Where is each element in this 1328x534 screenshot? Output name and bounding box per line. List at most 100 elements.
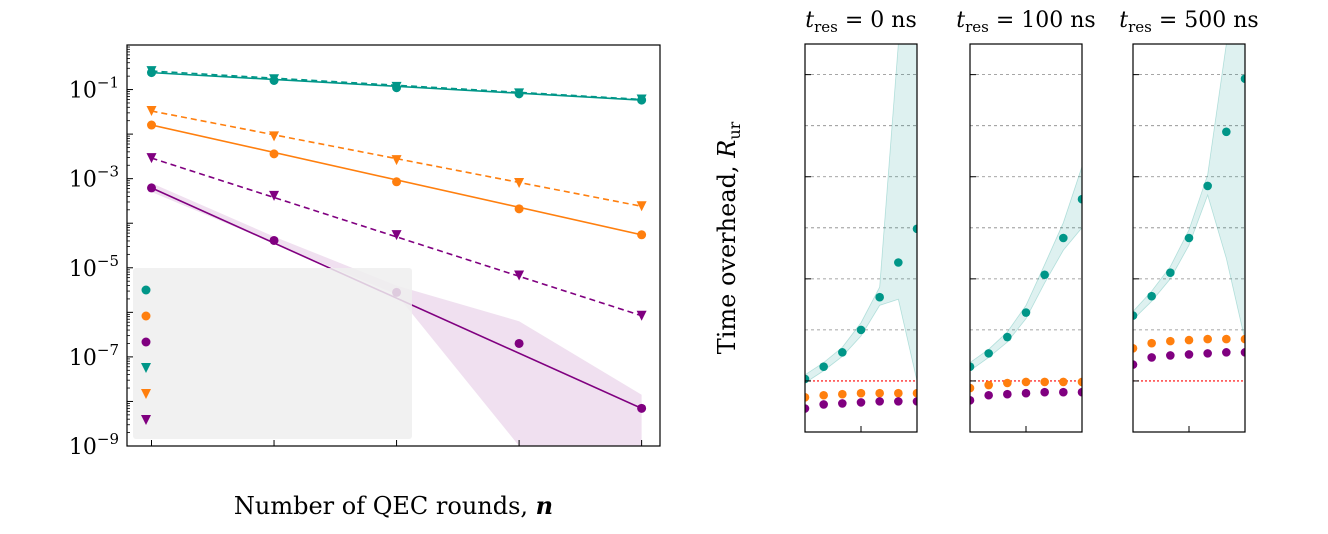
data-point [1240, 334, 1245, 344]
data-point [1222, 334, 1231, 344]
tick-base: 10 [69, 346, 97, 371]
uncertainty-band [1133, 44, 1245, 341]
data-point [805, 404, 810, 413]
data-point [1021, 388, 1031, 398]
data-point [636, 201, 647, 212]
data-point [805, 392, 810, 402]
data-point [1147, 338, 1156, 348]
data-point [970, 362, 975, 371]
fit-line-5 [151, 157, 642, 317]
data-point [894, 388, 903, 398]
legend-marker [141, 415, 151, 425]
data-point [819, 400, 828, 409]
data-point [147, 183, 157, 193]
data-point [875, 397, 884, 406]
data-point [147, 120, 157, 130]
data-point [984, 390, 993, 400]
y-tick-label: 10−5 [69, 252, 119, 282]
y-tick-label: 10−7 [69, 341, 119, 371]
data-point [1222, 348, 1231, 357]
data-point [838, 399, 847, 408]
data-point [1059, 387, 1068, 397]
data-point [1184, 350, 1194, 359]
y-axis-label-sub: ur [725, 121, 744, 139]
data-point [514, 338, 524, 348]
data-point [1003, 332, 1012, 342]
data-point [1166, 336, 1175, 346]
subplot-title: tres = 500 ns [1119, 8, 1258, 36]
subplot-2: tres = 500 ns [1119, 8, 1259, 433]
data-point [1059, 377, 1068, 387]
data-point [1203, 334, 1212, 344]
data-point [269, 131, 280, 142]
data-point [1040, 387, 1049, 397]
tick-exponent: −7 [97, 341, 119, 359]
data-point [1077, 194, 1082, 204]
tick-exponent: −1 [97, 74, 119, 92]
data-point [838, 389, 847, 399]
data-point [856, 398, 866, 407]
y-axis-label: Time overhead, Rur [713, 121, 744, 354]
data-point [912, 397, 917, 406]
data-point [912, 224, 917, 234]
data-point [269, 190, 280, 201]
y-axis-label-var: R [713, 140, 741, 159]
y-tick-label: 10−1 [69, 74, 119, 104]
data-point [637, 230, 647, 240]
data-point [514, 177, 525, 188]
data-point [856, 388, 866, 398]
data-point [1133, 360, 1138, 369]
tick-exponent: −3 [97, 163, 119, 181]
legend-marker [141, 389, 151, 399]
tick-exponent: −9 [97, 430, 119, 448]
tick-base: 10 [69, 79, 97, 104]
data-point [391, 155, 402, 166]
data-point [819, 390, 828, 400]
data-point [1184, 233, 1194, 243]
subplot-area [970, 74, 1082, 405]
fit-line-4 [151, 110, 642, 208]
data-point [1059, 233, 1068, 243]
data-point [1240, 74, 1245, 84]
data-point [1077, 387, 1082, 397]
data-point [146, 66, 157, 77]
data-point [1040, 270, 1049, 280]
x-axis-label: Number of QEC rounds, n [234, 491, 553, 520]
data-point [514, 88, 525, 99]
legend-marker [141, 337, 151, 347]
data-point [1203, 349, 1212, 358]
title-sub: res [1128, 18, 1152, 36]
data-point [894, 397, 903, 406]
title-var: t [956, 8, 965, 33]
title-rest: = 500 ns [1152, 8, 1259, 33]
data-point [1003, 389, 1012, 399]
title-rest: = 100 ns [989, 8, 1096, 33]
data-point [269, 235, 279, 245]
data-point [894, 258, 903, 267]
data-point [1203, 181, 1212, 191]
data-point [1040, 377, 1049, 387]
uncertainty-band [970, 166, 1082, 372]
tick-base: 10 [69, 168, 97, 193]
legend [133, 268, 412, 439]
data-point [984, 349, 993, 358]
data-point [1166, 351, 1175, 360]
data-point [970, 396, 975, 405]
legend-box [133, 268, 412, 439]
data-point [1222, 127, 1231, 137]
data-point [1147, 353, 1156, 362]
data-point [856, 325, 866, 335]
data-point [269, 149, 279, 159]
x-axis-label-var: n [536, 491, 553, 520]
title-var: t [1119, 8, 1128, 33]
data-point [636, 310, 647, 321]
data-point [636, 94, 647, 105]
data-point [392, 177, 402, 187]
data-point [1147, 291, 1156, 301]
data-point [970, 383, 975, 393]
data-point [1077, 377, 1082, 387]
subplot-title: tres = 100 ns [956, 8, 1095, 36]
